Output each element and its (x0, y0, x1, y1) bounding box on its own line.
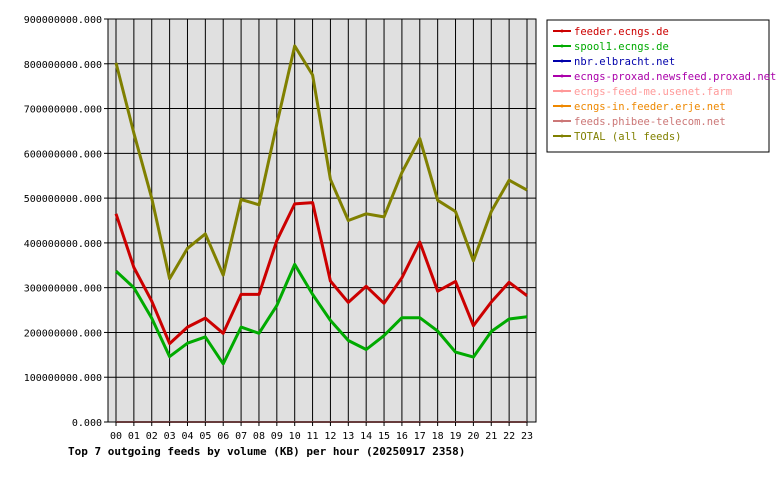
x-tick-label: 10 (289, 431, 301, 442)
legend-marker (560, 104, 564, 108)
x-axis: 00 01 02 03 04 05 06 07 08 09 10 11 12 13 14 15 16 17 18 19… (110, 422, 533, 442)
legend-marker (560, 119, 564, 123)
plot-frame (107, 18, 537, 423)
x-tick-label: 17 (414, 431, 426, 442)
legend-marker (560, 29, 564, 33)
y-tick-label: 500000000.000 (24, 194, 102, 205)
legend-marker (560, 134, 564, 138)
legend-label: TOTAL (all feeds) (574, 131, 681, 143)
x-tick-label: 12 (324, 431, 336, 442)
y-tick-label: 300000000.000 (24, 284, 102, 295)
y-tick-label: 700000000.000 (24, 105, 102, 116)
x-tick-label: 22 (503, 431, 515, 442)
x-tick-label: 00 (110, 431, 122, 442)
legend-label: ecngs-proxad.newsfeed.proxad.net (574, 71, 776, 83)
legend-marker (560, 74, 564, 78)
legend-label: feeder.ecngs.de (574, 26, 669, 38)
legend-item: feeds.phibee-telecom.net (553, 116, 726, 128)
y-tick-label: 200000000.000 (24, 328, 102, 339)
legend-item: feeder.ecngs.de (553, 26, 669, 38)
y-tick-label: 400000000.000 (24, 239, 102, 250)
legend-label: spool1.ecngs.de (574, 41, 669, 53)
x-tick-label: 03 (164, 431, 176, 442)
y-tick-label: 0.000 (72, 418, 102, 429)
x-tick-label: 02 (146, 431, 158, 442)
legend-box (546, 19, 770, 153)
plot-background (108, 19, 536, 422)
x-tick-label: 08 (253, 431, 265, 442)
x-tick-label: 07 (235, 431, 247, 442)
legend-item: ecngs-in.feeder.erje.net (553, 101, 726, 113)
x-tick-label: 15 (378, 431, 390, 442)
legend: feeder.ecngs.de spool1.ecngs.de nbr.elbrac… (553, 26, 776, 143)
chart-title: Top 7 outgoing feeds by volume (KB) per … (68, 445, 465, 458)
x-tick-label: 11 (307, 431, 319, 442)
series-line-1 (114, 262, 528, 366)
series-line-7 (114, 44, 528, 281)
legend-label: ecngs-feed-me.usenet.farm (574, 86, 732, 98)
legend-item: spool1.ecngs.de (553, 41, 669, 53)
x-tick-label: 19 (449, 431, 461, 442)
legend-item: TOTAL (all feeds) (553, 131, 681, 143)
legend-marker (560, 59, 564, 63)
x-tick-label: 13 (342, 431, 354, 442)
x-tick-label: 20 (467, 431, 479, 442)
x-tick-label: 04 (181, 431, 193, 442)
y-tick-label: 900000000.000 (24, 15, 102, 26)
y-tick-label: 800000000.000 (24, 60, 102, 71)
x-tick-label: 14 (360, 431, 372, 442)
legend-label: ecngs-in.feeder.erje.net (574, 101, 726, 113)
x-tick-label: 18 (432, 431, 444, 442)
x-tick-label: 23 (521, 431, 533, 442)
x-tick-label: 01 (128, 431, 140, 442)
legend-item: nbr.elbracht.net (553, 56, 675, 68)
x-tick-label: 06 (217, 431, 229, 442)
legend-label: feeds.phibee-telecom.net (574, 116, 726, 128)
legend-marker (560, 89, 564, 93)
x-tick-label: 21 (485, 431, 497, 442)
legend-item: ecngs-feed-me.usenet.farm (553, 86, 732, 98)
y-tick-label: 100000000.000 (24, 373, 102, 384)
series-line-0 (114, 201, 528, 346)
x-tick-label: 05 (199, 431, 211, 442)
x-tick-label: 16 (396, 431, 408, 442)
legend-marker (560, 44, 564, 48)
y-axis: 0.000 100000000.000 200000000.000 300000000… (24, 15, 108, 429)
legend-item: ecngs-proxad.newsfeed.proxad.net (553, 71, 776, 83)
x-tick-label: 09 (271, 431, 283, 442)
y-tick-label: 600000000.000 (24, 149, 102, 160)
legend-label: nbr.elbracht.net (574, 56, 675, 68)
